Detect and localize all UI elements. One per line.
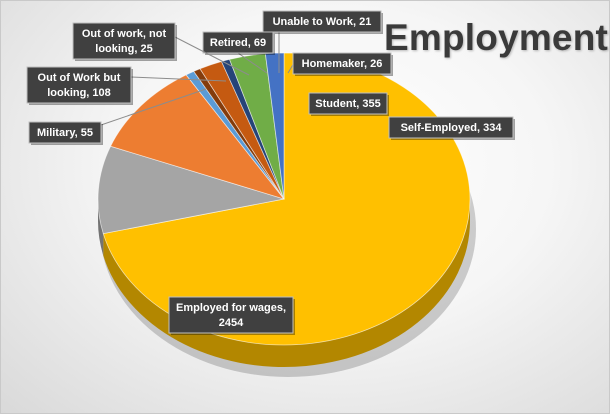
data-label-box: [26, 66, 132, 104]
data-label-text: Out of work, not: [82, 28, 167, 40]
data-label-box: [202, 31, 274, 54]
leader-line: [174, 36, 250, 76]
data-label-text: Military, 55: [37, 127, 93, 139]
data-label: Unable to Work, 21: [262, 10, 383, 73]
data-label-text: Self-Employed, 334: [401, 122, 503, 134]
pie-slice[interactable]: [97, 145, 285, 235]
leader-line: [100, 88, 207, 126]
leader-line: [237, 52, 268, 74]
data-label: Homemaker, 26: [287, 52, 393, 76]
pie-slice[interactable]: [109, 74, 286, 200]
data-label-text: Retired, 69: [210, 37, 266, 49]
pie-slice-side: [98, 199, 104, 256]
data-label-box: [28, 121, 102, 144]
data-label-text: Homemaker, 26: [302, 58, 383, 70]
data-label-box: [262, 10, 382, 33]
data-label-text: Out of Work but: [38, 72, 121, 84]
data-label-box: [292, 52, 392, 75]
data-label-text: looking, 25: [95, 43, 152, 55]
data-label-box: [388, 116, 514, 139]
data-label: Self-Employed, 334: [388, 116, 515, 140]
data-label: Student, 355: [308, 92, 389, 116]
pie-slice[interactable]: [264, 52, 285, 200]
data-label: Out of Work but looking, 108: [26, 66, 227, 105]
data-label-box: [308, 92, 388, 115]
data-label-box: [72, 22, 176, 60]
data-label: Retired, 69: [202, 31, 275, 74]
data-label-text: Employed for wages,: [176, 302, 286, 314]
data-label-text: Student, 355: [315, 98, 380, 110]
data-label-text: Unable to Work, 21: [273, 16, 372, 28]
data-label-text: 2454: [219, 317, 244, 329]
chart-title: Employment: [384, 17, 609, 58]
data-label: Out of work, not looking, 25: [72, 22, 250, 76]
data-label: Military, 55: [28, 88, 207, 145]
data-label-text: looking, 108: [47, 87, 111, 99]
data-label-box: [168, 296, 294, 334]
leader-line: [130, 76, 227, 82]
data-label: Employed for wages, 2454: [168, 296, 295, 335]
